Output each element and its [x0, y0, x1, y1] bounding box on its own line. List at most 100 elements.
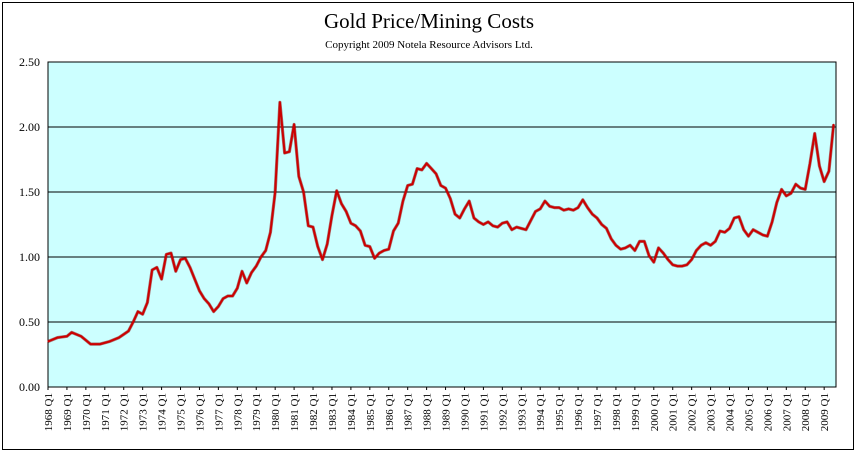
data-point: [572, 209, 574, 211]
data-point: [795, 183, 797, 185]
data-point: [752, 229, 754, 231]
data-point: [473, 217, 475, 219]
data-point: [591, 213, 593, 215]
data-point: [686, 264, 688, 266]
x-tick-label: 1999 Q1: [630, 393, 642, 431]
data-point: [274, 191, 276, 193]
data-point: [388, 248, 390, 250]
data-point: [80, 335, 82, 337]
data-point: [714, 240, 716, 242]
data-point: [638, 240, 641, 242]
data-point: [160, 278, 163, 280]
data-point: [586, 207, 589, 209]
data-point: [236, 287, 238, 289]
x-tick-label: 1998 Q1: [611, 393, 623, 431]
plot-area: [47, 61, 837, 388]
data-point: [534, 210, 537, 213]
data-point: [175, 270, 177, 272]
data-point: [643, 240, 645, 242]
data-point: [99, 343, 101, 345]
data-point: [449, 197, 451, 200]
data-point: [108, 340, 111, 343]
data-point: [208, 303, 210, 305]
x-tick-label: 1990 Q1: [459, 393, 471, 431]
data-point: [695, 249, 697, 252]
x-tick-label: 1981 Q1: [289, 393, 301, 431]
x-tick-label: 1995 Q1: [554, 393, 566, 431]
x-tick-label: 1977 Q1: [213, 393, 225, 431]
x-tick-label: 1978 Q1: [232, 393, 244, 431]
x-tick-label: 2005 Q1: [743, 393, 755, 431]
x-tick-label: 1991 Q1: [478, 393, 490, 431]
data-point: [681, 265, 683, 267]
data-point: [430, 168, 432, 170]
x-tick-label: 1996 Q1: [573, 393, 585, 431]
data-point: [250, 272, 253, 274]
data-point: [539, 208, 541, 210]
data-point: [605, 227, 608, 229]
x-tick-label: 1970 Q1: [81, 393, 93, 431]
data-point: [373, 257, 376, 259]
data-point: [553, 207, 556, 209]
data-point: [392, 230, 395, 232]
x-tick-label: 1976 Q1: [194, 393, 206, 431]
x-tick-label: 2006 Q1: [762, 393, 774, 431]
data-point: [568, 208, 570, 210]
x-tick-label: 1975 Q1: [176, 393, 188, 431]
data-point: [610, 238, 612, 240]
data-point: [217, 305, 219, 307]
data-point: [350, 222, 352, 224]
y-tick-label: 0.50: [19, 315, 40, 329]
data-point: [336, 190, 338, 192]
data-point: [383, 249, 385, 252]
data-point: [511, 229, 513, 231]
data-point: [165, 253, 167, 255]
data-point: [776, 201, 778, 203]
data-point: [700, 244, 702, 246]
data-point: [345, 210, 347, 213]
data-point: [213, 311, 215, 313]
x-tick-label: 1971 Q1: [100, 393, 112, 431]
data-point: [118, 337, 120, 339]
x-tick-label: 2008 Q1: [800, 393, 812, 431]
x-tick-label: 1985 Q1: [365, 393, 377, 431]
data-point: [577, 207, 579, 209]
data-point: [762, 234, 764, 236]
data-point: [269, 231, 272, 233]
data-point: [435, 173, 437, 175]
data-point: [317, 246, 319, 248]
x-tick-label: 1968 Q1: [43, 393, 55, 431]
data-point: [672, 264, 674, 266]
x-tick-label: 2004 Q1: [725, 393, 737, 431]
data-point: [179, 259, 182, 261]
data-point: [265, 249, 267, 252]
data-point: [137, 311, 139, 313]
data-point: [482, 223, 485, 226]
data-point: [146, 301, 148, 304]
y-tick-label: 2.00: [19, 120, 40, 134]
data-point: [426, 162, 428, 164]
chart-title: Gold Price/Mining Costs: [323, 9, 534, 33]
data-point: [629, 244, 631, 246]
data-point: [596, 217, 598, 219]
data-point: [255, 265, 257, 267]
x-tick-label: 2002 Q1: [687, 393, 699, 431]
y-tick-label: 1.00: [19, 250, 40, 264]
data-point: [799, 187, 802, 189]
data-point: [691, 259, 693, 261]
data-point: [733, 217, 735, 219]
data-point: [676, 265, 679, 267]
data-point: [326, 243, 328, 245]
x-tick-label: 1979 Q1: [251, 393, 263, 431]
data-point: [558, 207, 560, 209]
data-point: [624, 247, 626, 249]
data-point: [724, 231, 726, 233]
y-tick-label: 2.50: [19, 55, 40, 69]
data-point: [530, 220, 532, 222]
data-point: [293, 123, 295, 125]
data-point: [459, 217, 461, 219]
x-tick-label: 1993 Q1: [516, 393, 528, 431]
x-tick-label: 1994 Q1: [535, 393, 547, 431]
data-point: [615, 244, 617, 246]
